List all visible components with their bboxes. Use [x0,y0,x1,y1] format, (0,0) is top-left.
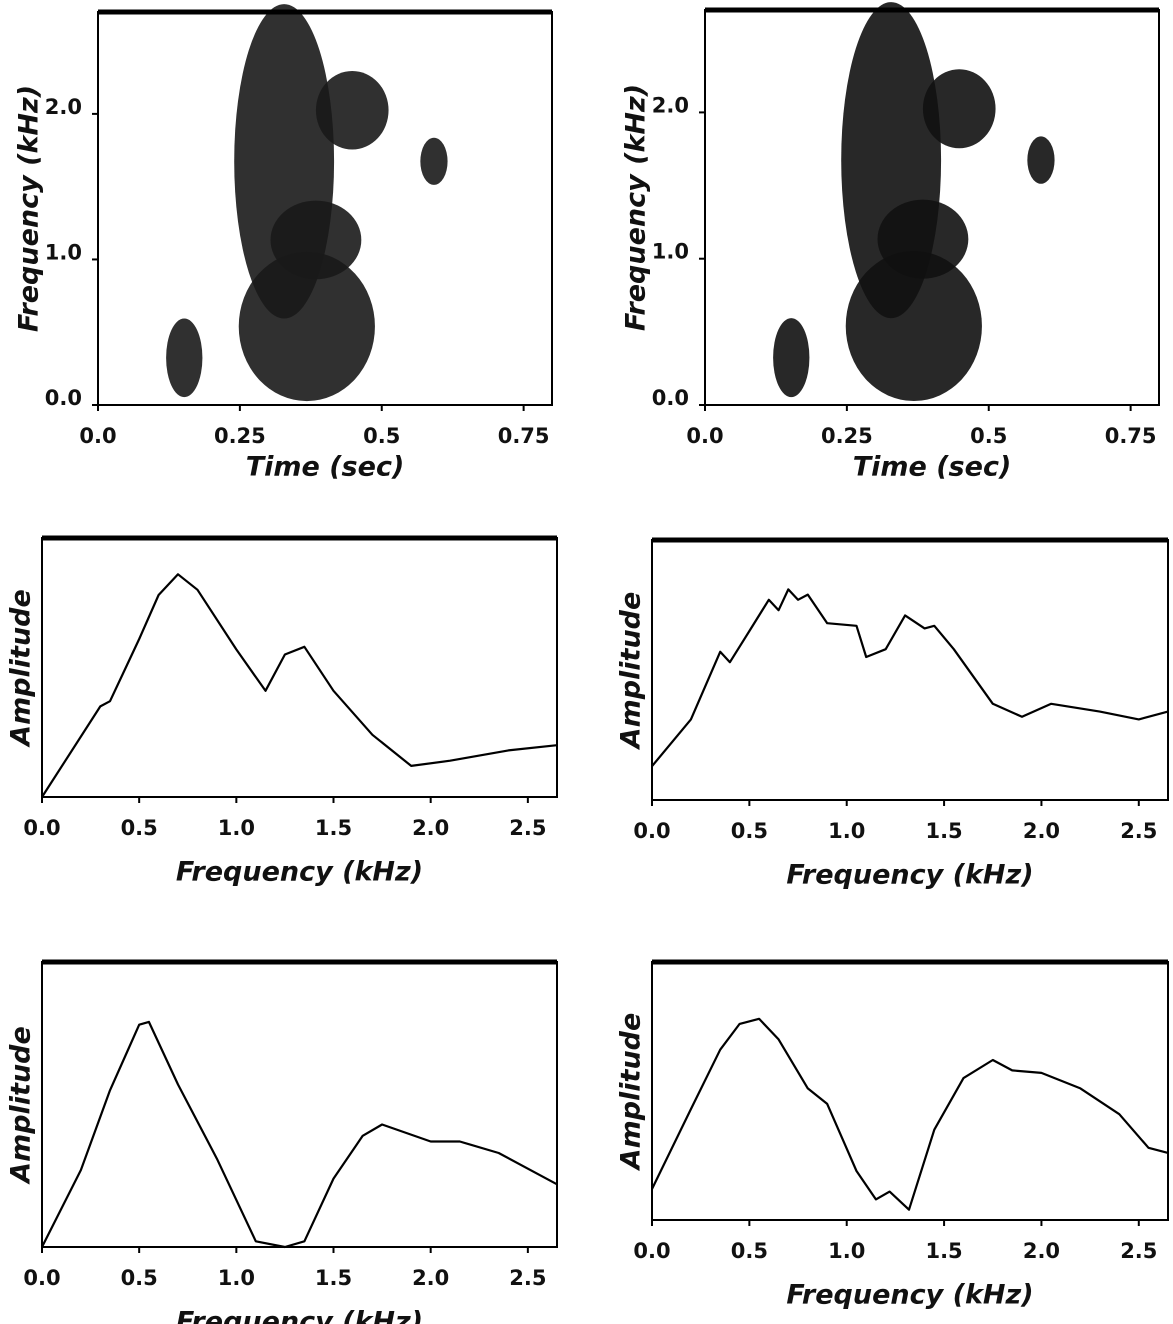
y-tick-label: 2.0 [45,95,82,119]
x-tick-label: 0.5 [731,1239,768,1263]
x-tick-label: 2.5 [1120,819,1157,843]
x-tick-label: 2.0 [412,816,449,840]
spectrum-line [651,1017,1169,1211]
plot-frame [651,961,1169,1221]
x-tick-label: 0.5 [121,1266,158,1290]
panel: 0.0 0.25 0.5 0.75 0.0 1.0 2.0 Time (sec) Frequen… [621,2,1160,483]
spectral-energy [420,137,448,185]
x-tick-label: 1.0 [218,1266,255,1290]
y-tick-label: 2.0 [652,93,689,117]
x-tick-label: 2.5 [1120,1239,1157,1263]
x-tick-label: 2.0 [1023,1239,1060,1263]
x-tick-label: 2.5 [509,1266,546,1290]
x-axis-label: Frequency (kHz) [786,1280,1033,1311]
x-tick-label: 2.0 [1023,819,1060,843]
panel: 0.0 0.5 1.0 1.5 2.0 2.5 Frequency (kHz) Amplitu… [616,537,1169,891]
x-tick-label: 2.5 [509,816,546,840]
x-axis-label: Frequency (kHz) [786,860,1033,891]
y-axis-label: Frequency (kHz) [621,84,652,331]
x-tick-label: 1.0 [828,819,865,843]
y-axis-label: Frequency (kHz) [14,85,45,332]
x-tick-label: 0.0 [633,1239,670,1263]
spectral-energy [877,199,969,279]
x-tick-label: 1.5 [315,816,352,840]
y-axis-label: Amplitude [616,1013,647,1172]
spectrum-line [41,1020,558,1249]
spectral-energy [773,318,810,398]
x-tick-label: 1.0 [218,816,255,840]
y-axis-label: Amplitude [616,592,647,751]
y-axis-label: Amplitude [6,589,37,748]
spectral-energy [1027,136,1055,184]
x-axis-label: Time (sec) [853,452,1012,483]
panel: 0.0 0.25 0.5 0.75 0.0 1.0 2.0 Time (sec) Frequen… [14,4,553,483]
x-tick-label: 1.5 [925,819,962,843]
spectrum-line [41,573,558,798]
x-axis-label: Frequency (kHz) [176,857,423,888]
x-tick-label: 0.25 [821,424,873,448]
x-tick-label: 0.5 [970,424,1007,448]
y-tick-label: 0.0 [652,386,689,410]
x-tick-label: 1.0 [828,1239,865,1263]
plot-frame [651,539,1169,801]
x-tick-label: 0.0 [79,424,116,448]
y-tick-label: 0.0 [45,386,82,410]
x-tick-label: 0.75 [1105,424,1157,448]
x-tick-label: 0.5 [731,819,768,843]
spectral-energy [166,318,203,398]
panel: 0.0 0.5 1.0 1.5 2.0 2.5 Frequency (kHz) Amplitu… [616,959,1169,1311]
spectral-energy [922,69,996,149]
y-tick-label: 1.0 [652,240,689,264]
x-axis-label: Time (sec) [246,452,405,483]
x-tick-label: 0.75 [498,424,550,448]
x-tick-label: 0.0 [23,1266,60,1290]
x-axis-label: Frequency (kHz) [176,1307,423,1324]
panel: 0.0 0.5 1.0 1.5 2.0 2.5 Frequency (kHz) Amplitu… [6,535,558,888]
y-tick-label: 1.0 [45,240,82,264]
x-tick-label: 1.5 [925,1239,962,1263]
x-tick-label: 0.0 [23,816,60,840]
spectral-energy [270,200,362,280]
x-tick-label: 1.5 [315,1266,352,1290]
x-tick-label: 0.0 [686,424,723,448]
spectral-energy [315,70,389,150]
x-tick-label: 0.25 [214,424,266,448]
x-tick-label: 0.5 [363,424,400,448]
y-axis-label: Amplitude [6,1026,37,1185]
x-tick-label: 0.5 [121,816,158,840]
x-tick-label: 0.0 [633,819,670,843]
panel: 0.0 0.5 1.0 1.5 2.0 2.5 Frequency (kHz) Amplitu… [6,959,558,1324]
x-tick-label: 2.0 [412,1266,449,1290]
plot-frame [41,961,558,1248]
spectrum-line [651,588,1169,767]
plot-frame [41,537,558,798]
